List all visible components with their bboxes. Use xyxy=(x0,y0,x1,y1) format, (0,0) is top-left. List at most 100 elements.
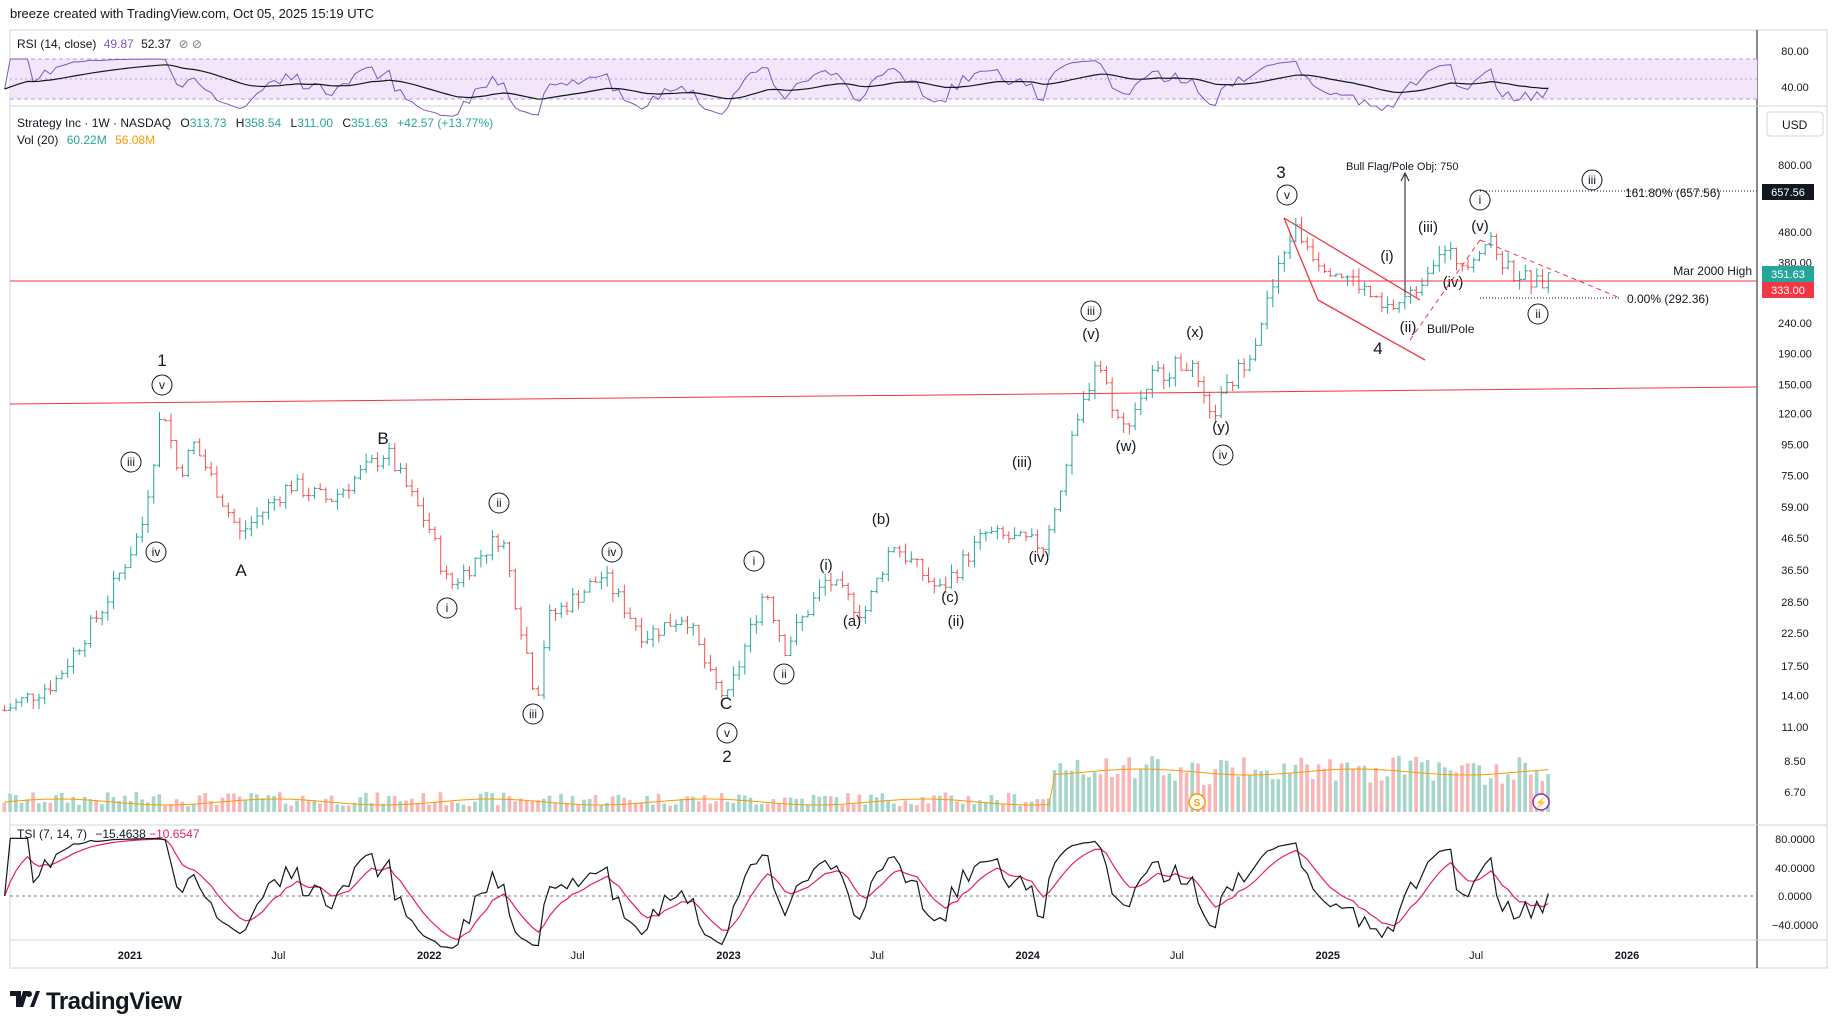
time-tick-label[interactable]: Jul xyxy=(1170,950,1184,962)
volume-bar xyxy=(1150,756,1154,812)
volume-bar xyxy=(1322,768,1327,812)
volume-bar xyxy=(312,800,317,812)
volume-bar xyxy=(530,801,535,812)
volume-bar xyxy=(1092,772,1097,812)
wave-label: 4 xyxy=(1373,339,1382,358)
wave-label: (ii) xyxy=(1400,319,1417,336)
volume-bar xyxy=(897,805,902,812)
time-tick-label[interactable]: 2026 xyxy=(1615,950,1639,962)
volume-bar xyxy=(1207,784,1212,812)
volume-bar xyxy=(851,804,856,812)
level-price-box xyxy=(1762,282,1814,298)
volume-bar xyxy=(587,799,592,812)
volume-bar xyxy=(662,803,667,812)
time-tick-label[interactable]: 2025 xyxy=(1316,950,1340,962)
bull-flag-label: Bull Flag/Pole Obj: 750 xyxy=(1346,161,1459,173)
ascending-trend-line[interactable] xyxy=(1409,239,1481,341)
volume-bar xyxy=(77,804,81,812)
chart-frame xyxy=(9,29,1828,969)
wave-label: (b) xyxy=(872,511,890,528)
price-tick-label: 6.70 xyxy=(1784,787,1805,799)
volume-bar xyxy=(318,803,322,812)
volume-bar xyxy=(788,797,793,812)
flag-lower-line[interactable] xyxy=(1317,299,1426,361)
volume-bar xyxy=(278,792,282,812)
currency-button[interactable] xyxy=(1766,111,1824,137)
wave-label: B xyxy=(377,429,388,448)
volume-bar xyxy=(105,792,110,812)
volume-bar xyxy=(1351,769,1355,812)
volume-bar xyxy=(1121,765,1126,812)
price-tick-label: 8.50 xyxy=(1784,756,1805,768)
split-marker[interactable] xyxy=(1188,793,1206,811)
volume-bar xyxy=(88,799,93,812)
tsi-tick-0: 0.0000 xyxy=(1778,891,1812,903)
volume-bar xyxy=(501,792,506,812)
time-tick-label[interactable]: Jul xyxy=(571,950,585,962)
wave-label: iv xyxy=(608,545,617,559)
last-price-box xyxy=(1762,266,1814,282)
tradingview-logo[interactable]: TradingView xyxy=(10,988,182,1016)
wave-label: 2 xyxy=(722,747,731,766)
volume-bar xyxy=(461,804,466,812)
flag-left-edge[interactable] xyxy=(1283,217,1319,301)
volume-bar xyxy=(1196,763,1200,812)
volume-bar xyxy=(708,803,713,812)
time-tick-label[interactable]: 2023 xyxy=(716,950,740,962)
time-tick-label[interactable]: 2024 xyxy=(1015,950,1040,962)
volume-bar xyxy=(1288,773,1292,812)
flag-upper-line[interactable] xyxy=(1283,217,1421,301)
volume-bar xyxy=(1534,770,1539,812)
earnings-marker-label: ⚡ xyxy=(1535,796,1547,809)
volume-bar xyxy=(1483,784,1487,812)
volume-bar xyxy=(524,801,529,812)
tsi-legend-value: −15.4638 xyxy=(95,827,146,841)
wave-label: (v) xyxy=(1082,326,1100,343)
volume-bar xyxy=(1414,756,1418,812)
descending-trend-line[interactable] xyxy=(1479,239,1621,299)
volume-bar xyxy=(805,804,810,812)
volume-bar xyxy=(1213,769,1218,812)
price-tick-label: 800.00 xyxy=(1778,160,1812,172)
target-price-box xyxy=(1762,184,1814,200)
currency-label: USD xyxy=(1782,118,1808,132)
volume-bar xyxy=(656,793,661,812)
volume-bar xyxy=(1465,763,1470,812)
volume-bar xyxy=(1265,770,1269,812)
price-tick-label: 36.50 xyxy=(1781,565,1809,577)
time-axis[interactable]: 2021 Jul 2022 Jul 2023 Jul 2024 Jul 2025 Jul 2026 xyxy=(118,950,1639,962)
volume-bar xyxy=(840,805,845,812)
time-tick-label[interactable]: Jul xyxy=(870,950,884,962)
volume-bar xyxy=(1391,757,1395,812)
wave-label: iii xyxy=(529,707,537,721)
volume-bar xyxy=(754,804,758,812)
time-tick-label[interactable]: 2021 xyxy=(118,950,142,962)
price-bars xyxy=(2,216,1551,712)
volume-bar xyxy=(111,797,116,812)
rsi-legend-value: 49.87 xyxy=(104,37,134,51)
price-tick-label: 59.00 xyxy=(1781,502,1809,514)
long-trend-line[interactable] xyxy=(9,386,1758,405)
volume-bar xyxy=(1075,760,1080,812)
volume-bar xyxy=(255,794,259,812)
volume-ma-line xyxy=(4,768,1549,806)
volume-bar xyxy=(1247,775,1252,812)
wave-label: 1 xyxy=(157,351,166,370)
volume-bar xyxy=(553,802,558,812)
earnings-marker[interactable] xyxy=(1532,793,1550,811)
symbol-title: Strategy Inc · 1W · NASDAQ xyxy=(17,116,171,130)
volume-bar xyxy=(1282,763,1286,812)
volume-bar xyxy=(1041,799,1045,812)
time-tick-label[interactable]: 2022 xyxy=(417,950,441,962)
price-tick-label: 46.50 xyxy=(1781,533,1809,545)
wave-label: (i) xyxy=(1380,248,1393,265)
volume-bar xyxy=(168,803,173,812)
volume-bar xyxy=(702,795,707,812)
wave-circle xyxy=(488,492,510,514)
time-tick-label[interactable]: Jul xyxy=(271,950,285,962)
wave-circle xyxy=(601,541,623,563)
main-legend: Strategy Inc · 1W · NASDAQ O313.73 H358.… xyxy=(17,116,493,130)
tsi-legend: TSI (7, 14, 7) −15.4638 −10.6547 xyxy=(17,827,200,841)
time-tick-label[interactable]: Jul xyxy=(1469,950,1483,962)
